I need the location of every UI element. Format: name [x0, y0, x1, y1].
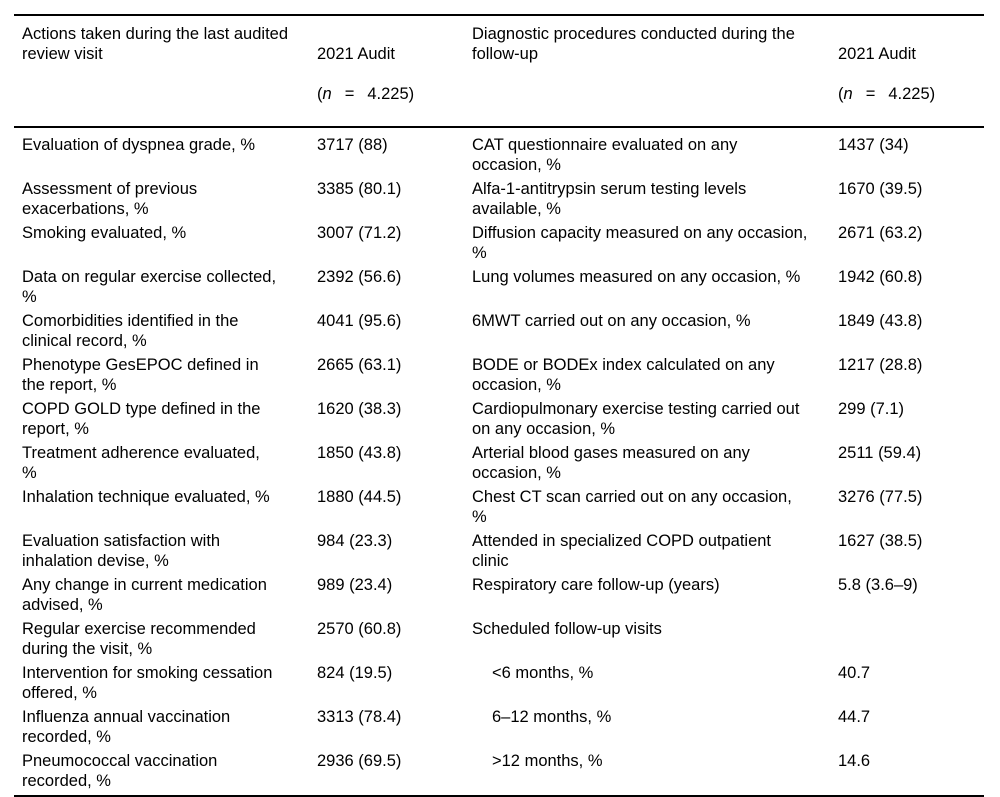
table-row: Comorbidities identified in the clinical…	[22, 311, 984, 355]
table-row: Assessment of previous exacerbations, % …	[22, 179, 984, 223]
row-diagnostic-label: Lung volumes measured on any occasion, %	[472, 268, 801, 286]
table-row: Phenotype GesEPOC defined in the report,…	[22, 355, 984, 399]
header-diagnostics-column: Diagnostic procedures conducted during t…	[472, 25, 795, 63]
page: { "page": { "background": "#ffffff", "te…	[14, 14, 984, 797]
row-action-label: Intervention for smoking cessation offer…	[22, 664, 273, 702]
row-diagnostic-label: Respiratory care follow-up (years)	[472, 576, 720, 594]
row-action-value: 3313 (78.4)	[317, 708, 402, 726]
table-row: Data on regular exercise collected, % 23…	[22, 267, 984, 311]
row-action-label: Evaluation of dyspnea grade, %	[22, 136, 255, 154]
row-action-label: Pneumococcal vaccination recorded, %	[22, 752, 218, 790]
table-row: Inhalation technique evaluated, % 1880 (…	[22, 487, 984, 531]
equals-sign: =	[344, 85, 355, 103]
row-action-label: Phenotype GesEPOC defined in the report,…	[22, 356, 259, 394]
row-diagnostic-value: 14.6	[838, 752, 871, 770]
row-action-value: 3385 (80.1)	[317, 180, 402, 198]
table-row: Smoking evaluated, % 3007 (71.2) Diffusi…	[22, 223, 984, 267]
row-diagnostic-label: 6MWT carried out on any occasion, %	[472, 312, 751, 330]
header-audit-right-title: 2021 Audit	[838, 45, 916, 63]
table-header-row: Actions taken during the last audited re…	[14, 16, 984, 126]
table-row: Pneumococcal vaccination recorded, % 293…	[22, 751, 984, 795]
row-action-value: 4041 (95.6)	[317, 312, 402, 330]
row-diagnostic-value: 1217 (28.8)	[838, 356, 923, 374]
row-diagnostic-label: Scheduled follow-up visits	[472, 620, 662, 638]
table-row: COPD GOLD type defined in the report, % …	[22, 399, 984, 443]
n-count: 4.225)	[888, 85, 936, 103]
row-diagnostic-value: 1670 (39.5)	[838, 180, 923, 198]
row-action-label: Any change in current medication advised…	[22, 576, 267, 614]
row-diagnostic-label: Alfa-1-antitrypsin serum testing levels …	[472, 180, 747, 218]
row-diagnostic-label: Diffusion capacity measured on any occas…	[472, 224, 808, 262]
header-audit-right-column: 2021 Audit (n = 4.225)	[838, 24, 984, 124]
paren-open: (	[317, 85, 323, 103]
table-row: Evaluation of dyspnea grade, % 3717 (88)…	[22, 135, 984, 179]
row-action-value: 2936 (69.5)	[317, 752, 402, 770]
row-diagnostic-value: 2671 (63.2)	[838, 224, 923, 242]
row-diagnostic-label: BODE or BODEx index calculated on any oc…	[472, 356, 775, 394]
table-row: Evaluation satisfaction with inhalation …	[22, 531, 984, 575]
row-diagnostic-value: 5.8 (3.6–9)	[838, 576, 918, 594]
header-audit-left-title: 2021 Audit	[317, 45, 395, 63]
row-diagnostic-label: 6–12 months, %	[492, 708, 612, 726]
row-diagnostic-value: 2511 (59.4)	[838, 444, 922, 462]
row-action-label: Inhalation technique evaluated, %	[22, 488, 270, 506]
row-action-label: Smoking evaluated, %	[22, 224, 187, 242]
header-audit-right-n-line: (n = 4.225)	[838, 84, 984, 104]
row-diagnostic-label: <6 months, %	[492, 664, 594, 682]
row-diagnostic-label: Arterial blood gases measured on any occ…	[472, 444, 750, 482]
row-diagnostic-label: Cardiopulmonary exercise testing carried…	[472, 400, 800, 438]
row-action-label: Regular exercise recommended during the …	[22, 620, 256, 658]
row-diagnostic-value: 1849 (43.8)	[838, 312, 923, 330]
audit-table: Actions taken during the last audited re…	[14, 14, 984, 797]
row-diagnostic-label: Attended in specialized COPD outpatient …	[472, 532, 772, 570]
row-diagnostic-value: 1437 (34)	[838, 136, 909, 154]
row-action-label: Data on regular exercise collected, %	[22, 268, 277, 306]
n-symbol: n	[843, 85, 853, 103]
table-body: Evaluation of dyspnea grade, % 3717 (88)…	[14, 128, 984, 795]
table-top-rule	[14, 14, 984, 16]
row-action-value: 989 (23.4)	[317, 576, 393, 594]
row-diagnostic-value: 1627 (38.5)	[838, 532, 923, 550]
row-action-value: 3007 (71.2)	[317, 224, 402, 242]
row-action-label: COPD GOLD type defined in the report, %	[22, 400, 261, 438]
table-header-rule	[14, 126, 984, 128]
row-action-value: 3717 (88)	[317, 136, 388, 154]
row-diagnostic-value: 40.7	[838, 664, 871, 682]
row-action-value: 824 (19.5)	[317, 664, 393, 682]
row-diagnostic-value: 1942 (60.8)	[838, 268, 923, 286]
row-action-value: 984 (23.3)	[317, 532, 393, 550]
equals-sign: =	[865, 85, 876, 103]
table-row: Intervention for smoking cessation offer…	[22, 663, 984, 707]
header-audit-left-column: 2021 Audit (n = 4.225)	[317, 24, 472, 124]
paren-open: (	[838, 85, 844, 103]
row-diagnostic-label: Chest CT scan carried out on any occasio…	[472, 488, 792, 526]
row-action-value: 2392 (56.6)	[317, 268, 402, 286]
row-diagnostic-label: CAT questionnaire evaluated on any occas…	[472, 136, 738, 174]
table-row: Influenza annual vaccination recorded, %…	[22, 707, 984, 751]
row-diagnostic-value: 44.7	[838, 708, 871, 726]
row-action-label: Evaluation satisfaction with inhalation …	[22, 532, 221, 570]
row-action-label: Comorbidities identified in the clinical…	[22, 312, 239, 350]
header-audit-left-n-line: (n = 4.225)	[317, 84, 472, 104]
row-action-label: Assessment of previous exacerbations, %	[22, 180, 198, 218]
n-symbol: n	[322, 85, 332, 103]
row-diagnostic-label: >12 months, %	[492, 752, 603, 770]
row-action-label: Influenza annual vaccination recorded, %	[22, 708, 231, 746]
header-actions-column: Actions taken during the last audited re…	[22, 25, 289, 63]
row-action-value: 1620 (38.3)	[317, 400, 402, 418]
row-action-label: Treatment adherence evaluated, %	[22, 444, 260, 482]
row-action-value: 1880 (44.5)	[317, 488, 402, 506]
row-diagnostic-value: 299 (7.1)	[838, 400, 905, 418]
row-action-value: 2570 (60.8)	[317, 620, 402, 638]
row-action-value: 2665 (63.1)	[317, 356, 402, 374]
table-row: Regular exercise recommended during the …	[22, 619, 984, 663]
n-count: 4.225)	[367, 85, 415, 103]
table-row: Treatment adherence evaluated, % 1850 (4…	[22, 443, 984, 487]
row-diagnostic-value: 3276 (77.5)	[838, 488, 923, 506]
table-row: Any change in current medication advised…	[22, 575, 984, 619]
row-action-value: 1850 (43.8)	[317, 444, 402, 462]
